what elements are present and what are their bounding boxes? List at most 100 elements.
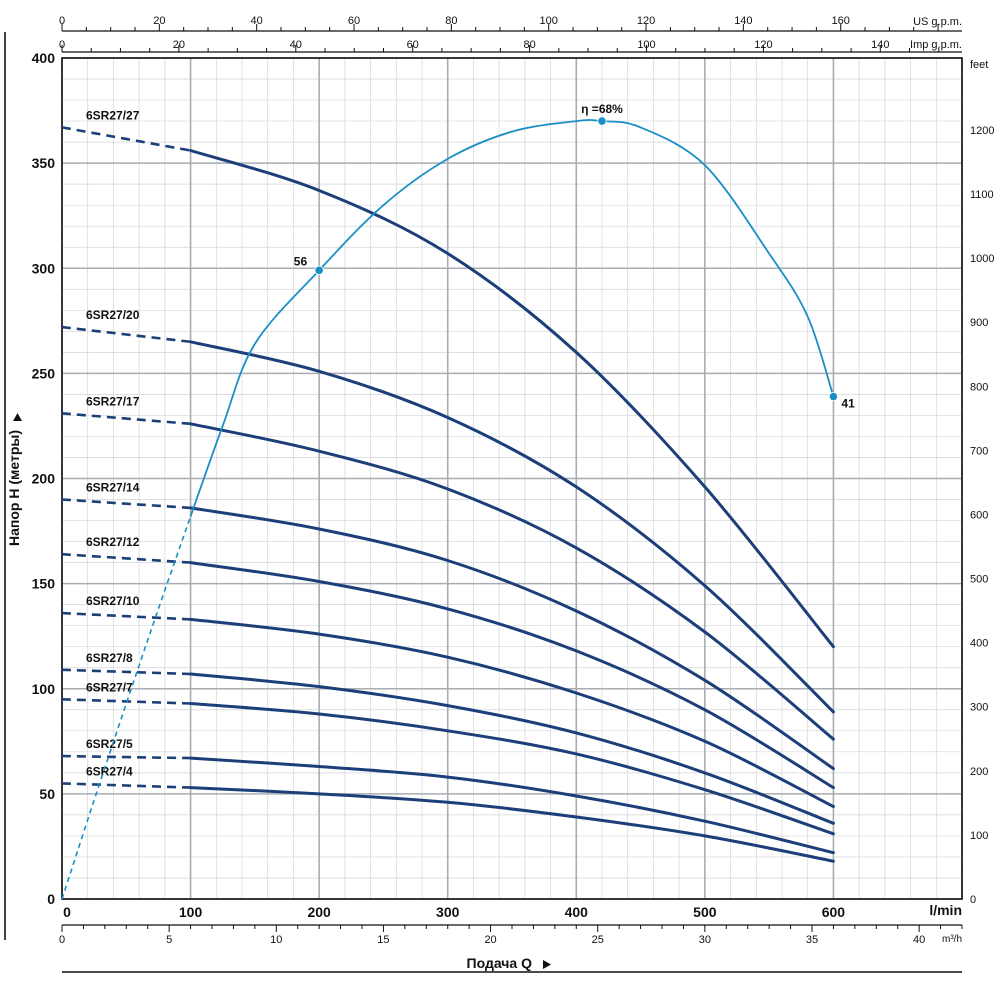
- tick-label-lmin: 100: [179, 904, 203, 920]
- curve-6SR27/10-dashed: [61, 611, 191, 621]
- pump-curves: 6SR27/27 6SR27/20 6SR27/17 6SR27/14 6SR27/12…: [61, 108, 835, 863]
- x-tick-labels-usgpm: 0 20 40 60 80 100 120 140 160: [59, 15, 850, 27]
- tick-label-m3h: 30: [699, 934, 711, 946]
- unit-usgpm: US g.p.m.: [913, 16, 962, 28]
- tick-label-m3h: 25: [592, 934, 604, 946]
- tick-label-meters: 300: [32, 260, 56, 276]
- x-axis-label: Подача Q: [467, 955, 533, 971]
- series-label-6SR27/27: 6SR27/27: [86, 108, 140, 122]
- tick-label-feet: 700: [970, 445, 988, 457]
- curve-6SR27/7: [189, 702, 835, 836]
- efficiency-curve: [189, 119, 835, 517]
- tick-label-usgpm: 40: [251, 15, 263, 27]
- tick-label-meters: 400: [32, 50, 56, 66]
- efficiency-point: [597, 116, 607, 126]
- curve-6SR27/8-dashed: [61, 668, 191, 676]
- curve-6SR27/12-dashed: [61, 552, 191, 564]
- plot-frame: [61, 57, 963, 900]
- tick-label-meters: 200: [32, 471, 56, 487]
- x-tick-labels-lmin: 0 100 200 300 400 500 600: [63, 904, 845, 920]
- curve-6SR27/5: [189, 756, 835, 855]
- tick-label-feet: 800: [970, 381, 988, 393]
- tick-label-usgpm: 100: [540, 15, 558, 27]
- y-tick-labels-meters: 0 50 100 150 200 250 300 350 400: [32, 50, 56, 907]
- series-label-6SR27/10: 6SR27/10: [86, 594, 140, 608]
- tick-label-feet: 300: [970, 702, 988, 714]
- efficiency-point-label: 41: [841, 397, 855, 411]
- tick-label-impgpm: 20: [173, 39, 185, 51]
- efficiency-point-label: 56: [294, 254, 308, 268]
- series-label-6SR27/4: 6SR27/4: [86, 764, 133, 778]
- unit-feet: feet: [970, 59, 988, 71]
- curve-6SR27/5-dashed: [61, 754, 191, 760]
- unit-impgpm: Imp g.p.m.: [910, 39, 962, 51]
- tick-label-impgpm: 80: [523, 39, 535, 51]
- series-label-6SR27/17: 6SR27/17: [86, 394, 140, 408]
- tick-label-lmin: 600: [822, 904, 846, 920]
- tick-label-lmin: 0: [63, 904, 71, 920]
- tick-label-usgpm: 160: [832, 15, 850, 27]
- tick-label-m3h: 5: [166, 934, 172, 946]
- series-label-6SR27/14: 6SR27/14: [86, 481, 140, 495]
- tick-label-usgpm: 80: [445, 15, 457, 27]
- curve-6SR27/17: [189, 422, 835, 741]
- curve-6SR27/10: [189, 617, 835, 808]
- curve-6SR27/27-dashed: [61, 126, 191, 152]
- tick-label-impgpm: 40: [290, 39, 302, 51]
- tick-label-lmin: 500: [693, 904, 717, 920]
- curve-6SR27/20-dashed: [61, 325, 191, 344]
- tick-label-m3h: 20: [484, 934, 496, 946]
- tick-label-impgpm: 100: [637, 39, 655, 51]
- axes: [61, 24, 963, 932]
- tick-label-impgpm: 0: [59, 39, 65, 51]
- tick-label-feet: 100: [970, 830, 988, 842]
- tick-label-feet: 1200: [970, 125, 994, 137]
- tick-label-usgpm: 0: [59, 15, 65, 27]
- tick-label-m3h: 10: [270, 934, 282, 946]
- tick-label-usgpm: 140: [734, 15, 752, 27]
- curve-6SR27/27: [189, 149, 835, 649]
- tick-label-impgpm: 60: [407, 39, 419, 51]
- efficiency-point: [314, 265, 324, 275]
- curve-6SR27/12: [189, 561, 835, 790]
- curve-6SR27/4-dashed: [61, 782, 191, 789]
- tick-label-feet: 1100: [970, 189, 994, 201]
- tick-label-m3h: 15: [377, 934, 389, 946]
- tick-label-m3h: 35: [806, 934, 818, 946]
- unit-lmin: l/min: [929, 902, 962, 918]
- x-tick-labels-impgpm: 0 20 40 60 80 100 120 140: [59, 39, 890, 51]
- tick-label-feet: 500: [970, 574, 988, 586]
- tick-label-feet: 600: [970, 509, 988, 521]
- tick-label-m3h: 0: [59, 934, 65, 946]
- curve-6SR27/14-dashed: [61, 498, 191, 510]
- tick-label-meters: 350: [32, 155, 56, 171]
- tick-label-lmin: 300: [436, 904, 460, 920]
- efficiency-point-label: η =68%: [581, 102, 623, 116]
- tick-label-meters: 150: [32, 576, 56, 592]
- tick-label-m3h: 40: [913, 934, 925, 946]
- tick-label-feet: 900: [970, 317, 988, 329]
- y-axis-arrow-icon: [13, 413, 22, 421]
- tick-label-lmin: 400: [565, 904, 589, 920]
- y-tick-labels-feet: 0 100 200 300 400 500 600 700 800 900 1000 1100 1200: [970, 125, 994, 906]
- unit-m3h: m³/h: [942, 934, 962, 945]
- tick-label-impgpm: 140: [871, 39, 889, 51]
- curve-6SR27/14: [189, 506, 835, 771]
- tick-label-meters: 50: [39, 786, 55, 802]
- tick-label-usgpm: 20: [153, 15, 165, 27]
- tick-label-meters: 100: [32, 681, 56, 697]
- x-axis-arrow-icon: [543, 960, 551, 969]
- efficiency-point: [828, 391, 839, 402]
- x-tick-labels-m3h: 0 5 10 15 20 25 30 35 40: [59, 934, 925, 946]
- series-label-6SR27/7: 6SR27/7: [86, 680, 133, 694]
- tick-label-feet: 400: [970, 638, 988, 650]
- tick-label-feet: 1000: [970, 253, 994, 265]
- tick-label-lmin: 200: [307, 904, 331, 920]
- efficiency-curve-dashed: [61, 516, 192, 900]
- tick-label-meters: 250: [32, 365, 56, 381]
- tick-label-usgpm: 120: [637, 15, 655, 27]
- curve-6SR27/4: [189, 786, 835, 863]
- tick-label-meters: 0: [47, 891, 55, 907]
- tick-label-impgpm: 120: [754, 39, 772, 51]
